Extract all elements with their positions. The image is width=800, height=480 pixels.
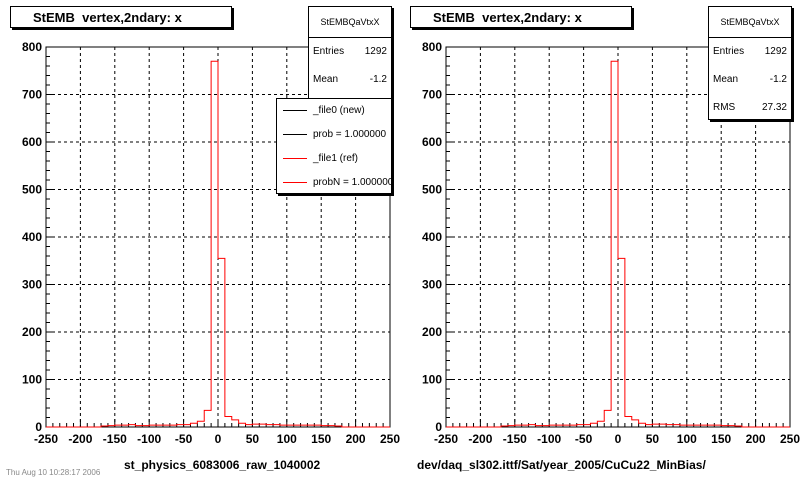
x-tick-label: 100 (677, 432, 697, 446)
y-tick-label: 400 (22, 230, 42, 244)
stats-label: Mean (713, 74, 739, 85)
legend-entry-file0: _file0 (new) (277, 99, 391, 123)
x-tick-label: 100 (277, 432, 297, 446)
histogram-panel-right: -250 -200 -150 -100 -50 0 50 100 150 200 250 0 100 20… (400, 0, 800, 480)
stats-name-left: StEMBQaVtxX (309, 7, 391, 38)
x-tick-label: -200 (468, 432, 492, 446)
x-tick-label: 200 (346, 432, 366, 446)
stats-label: RMS (713, 102, 736, 113)
legend-entry-prob: prob = 1.000000 (277, 123, 391, 147)
y-tick-label: 800 (422, 40, 442, 54)
y-tick-label: 800 (22, 40, 42, 54)
x-axis-label-left: st_physics_6083006_raw_1040002 (124, 458, 321, 472)
legend-label: probN = 1.000000 (313, 177, 392, 188)
legend-entry-file1: _file1 (ref) (277, 147, 391, 171)
x-tick-label: -200 (68, 432, 92, 446)
x-tick-label: 200 (746, 432, 766, 446)
x-tick-label: -150 (103, 432, 127, 446)
stats-label: Entries (713, 46, 745, 57)
legend-swatch (283, 110, 307, 111)
x-tick-label: 0 (615, 432, 622, 446)
y-tick-label: 100 (422, 373, 442, 387)
x-tick-label: 50 (246, 432, 260, 446)
stats-value: 27.32 (761, 102, 787, 113)
legend-label: _file0 (new) (313, 105, 365, 116)
stats-row-rms-right: RMS 27.32 (709, 94, 791, 122)
stats-label: Mean (313, 74, 339, 85)
stats-value: -1.2 (369, 74, 387, 85)
x-tick-label: 0 (215, 432, 222, 446)
y-tick-label: 200 (22, 325, 42, 339)
legend-label: _file1 (ref) (313, 153, 359, 164)
stats-value: -1.2 (769, 74, 787, 85)
legend-swatch (283, 158, 307, 159)
x-axis-label-right: dev/daq_sl302.ittf/Sat/year_2005/CuCu22_… (417, 458, 706, 472)
x-tick-label: -50 (175, 432, 193, 446)
y-tick-label: 600 (422, 135, 442, 149)
histogram-series-line (46, 60, 390, 428)
y-tick-label: 600 (22, 135, 42, 149)
y-tick-label: 400 (422, 230, 442, 244)
y-tick-label: 700 (22, 88, 42, 102)
x-tick-label: -150 (503, 432, 527, 446)
x-tick-label: -50 (575, 432, 593, 446)
x-tick-label: 150 (711, 432, 731, 446)
x-tick-label: 250 (780, 432, 800, 446)
stats-value: 1292 (764, 46, 787, 57)
stats-row-entries-left: Entries 1292 (309, 38, 391, 66)
y-tick-label: 100 (22, 373, 42, 387)
histogram-series-line (446, 60, 790, 428)
stats-label: Entries (313, 46, 345, 57)
timestamp-footnote: Thu Aug 10 10:28:17 2006 (6, 468, 101, 477)
legend-entry-probn: probN = 1.000000 (277, 171, 392, 193)
y-tick-label: 700 (422, 88, 442, 102)
x-tick-label: -250 (34, 432, 58, 446)
x-tick-label: 150 (311, 432, 331, 446)
stats-value: 1292 (364, 46, 387, 57)
stats-box-right: StEMBQaVtxX Entries 1292 Mean -1.2 RMS 2… (708, 6, 792, 120)
x-tick-label: 50 (646, 432, 660, 446)
y-tick-label: 300 (22, 278, 42, 292)
histogram-title-left: StEMB vertex,2ndary: x (10, 6, 232, 28)
y-tick-label: 0 (435, 420, 442, 434)
stats-name-right: StEMBQaVtxX (709, 7, 791, 38)
y-tick-label: 0 (35, 420, 42, 434)
legend-box: _file0 (new) prob = 1.000000 _file1 (ref… (276, 98, 392, 194)
stats-row-mean-left: Mean -1.2 (309, 66, 391, 94)
x-tick-label: 250 (380, 432, 400, 446)
stats-row-entries-right: Entries 1292 (709, 38, 791, 66)
x-tick-label: -100 (137, 432, 161, 446)
histogram-panel-left: -250 -200 -150 -100 -50 0 50 100 150 200 250 0 100 20… (6, 6, 400, 477)
legend-label: prob = 1.000000 (313, 129, 387, 140)
y-tick-label: 500 (422, 183, 442, 197)
stats-row-mean-right: Mean -1.2 (709, 66, 791, 94)
legend-swatch (283, 182, 307, 183)
histogram-title-right: StEMB vertex,2ndary: x (410, 6, 632, 28)
x-tick-label: -250 (434, 432, 458, 446)
y-tick-label: 200 (422, 325, 442, 339)
x-tick-label: -100 (537, 432, 561, 446)
y-tick-label: 300 (422, 278, 442, 292)
y-tick-label: 500 (22, 183, 42, 197)
histogram-plot-left: -250 -200 -150 -100 -50 0 50 100 150 200 250 0 100 20… (22, 40, 400, 446)
histogram-plot-right: -250 -200 -150 -100 -50 0 50 100 150 200 250 0 100 20… (422, 40, 800, 446)
legend-swatch (283, 134, 307, 135)
